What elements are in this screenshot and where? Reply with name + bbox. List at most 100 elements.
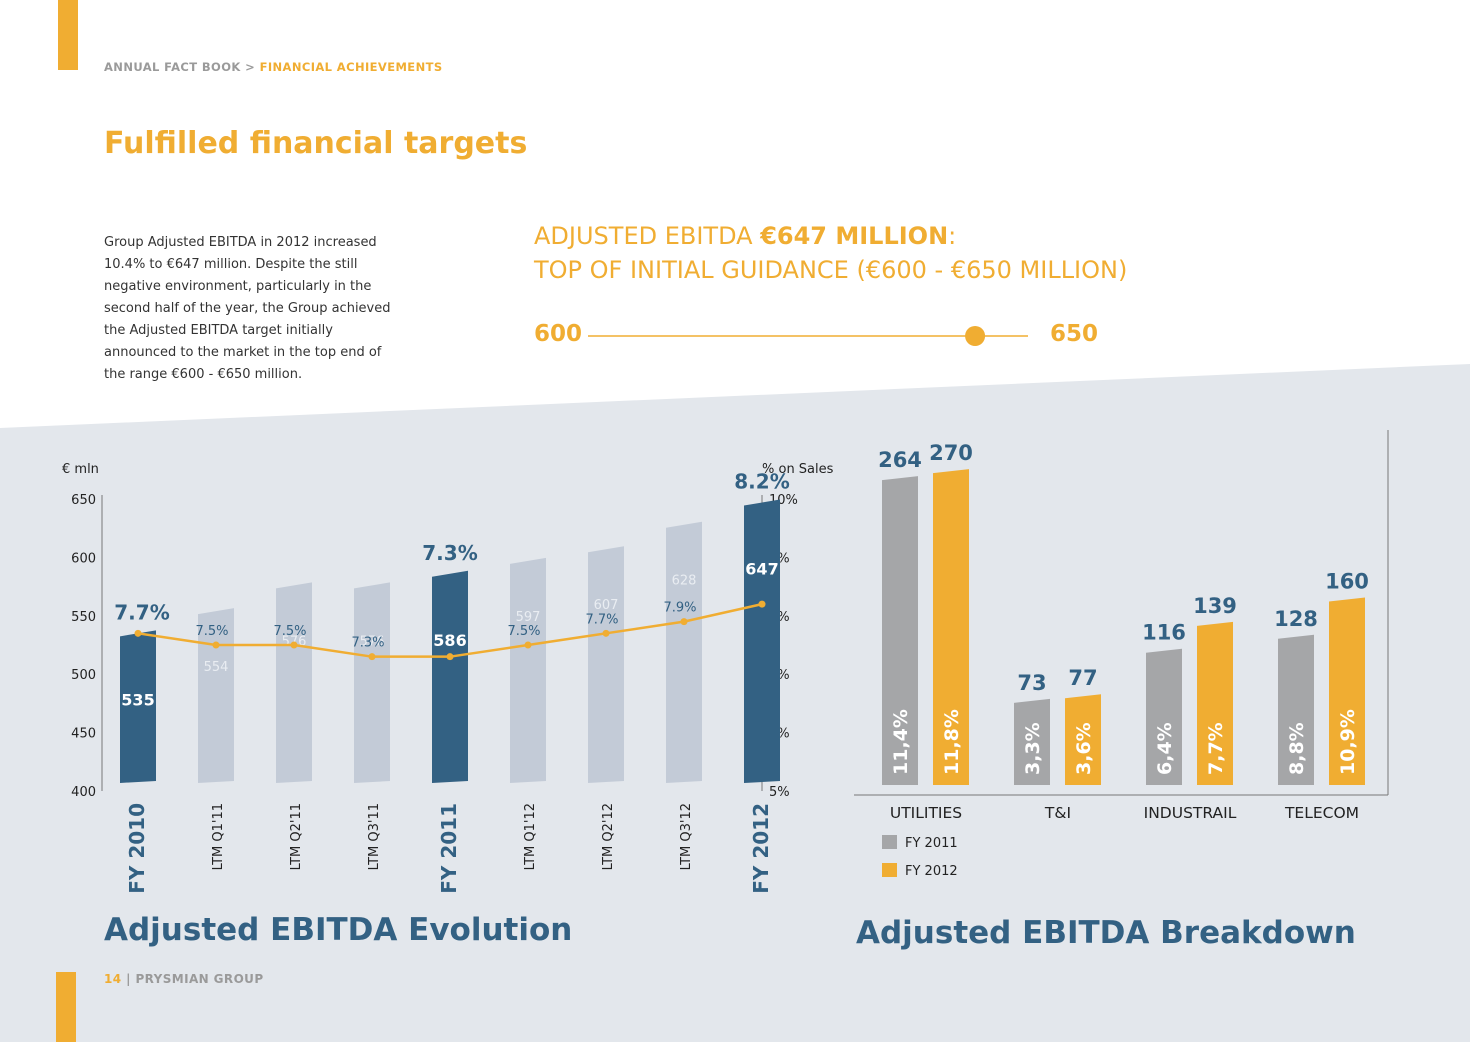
page-title: Fulfilled financial targets (104, 126, 528, 161)
bar (1197, 621, 1233, 785)
bar-value-label: 139 (1193, 594, 1237, 618)
bar-value-label: 628 (672, 574, 697, 589)
bar-value-label: 116 (1142, 621, 1186, 645)
line-point (758, 600, 766, 608)
x-tick-label: LTM Q3'11 (367, 803, 382, 870)
x-tick-label: LTM Q1'11 (211, 803, 226, 870)
share-percent-label: 3,6% (1073, 722, 1095, 775)
y-tick-label: 400 (71, 785, 96, 800)
bar (882, 476, 918, 785)
share-percent-label: 3,3% (1022, 722, 1044, 775)
bar (1146, 648, 1182, 785)
bar-value-label: 597 (516, 610, 541, 625)
bar-value-label: 270 (929, 441, 973, 465)
bar (120, 630, 156, 783)
share-percent-label: 6,4% (1154, 722, 1176, 775)
bar (1278, 634, 1314, 785)
x-tick-label: LTM Q2'12 (601, 803, 616, 870)
headline-prefix: ADJUSTED EBITDA (534, 222, 761, 250)
bar-value-label: 554 (204, 660, 229, 675)
legend-swatch (882, 835, 897, 849)
y-tick-label: 450 (71, 727, 96, 742)
line-point (368, 653, 376, 661)
bar (432, 570, 468, 783)
bar-value-label: 160 (1325, 569, 1369, 593)
line-point (134, 629, 142, 637)
headline-amount: €647 MILLION (760, 222, 949, 250)
ebitda-evolution-chart: € mln% on Sales65010%6009%5508%5007%4506… (62, 462, 834, 894)
legend-label: FY 2011 (905, 836, 958, 851)
range-max-label: 650 (1050, 321, 1099, 347)
x-tick-label: LTM Q3'12 (679, 803, 694, 870)
breadcrumb-section[interactable]: ANNUAL FACT BOOK (104, 60, 241, 74)
breadcrumb-current: FINANCIAL ACHIEVEMENTS (259, 60, 443, 74)
bar-value-label: 576 (360, 634, 385, 649)
percent-label: 7.5% (195, 624, 228, 639)
percent-label: 7.3% (422, 541, 477, 565)
bar-value-label: 128 (1274, 607, 1318, 631)
line-point (602, 629, 610, 637)
footer-separator: | (126, 972, 131, 986)
bar-value-label: 586 (433, 631, 466, 650)
x-tick-label: LTM Q1'12 (523, 803, 538, 870)
percent-label: 8.2% (734, 470, 789, 494)
ebitda-breakdown-chart: 264 11,4% 270 11,8% UTILITIES 73 3,3% 77 3,6% T&I… (854, 430, 1389, 879)
bar-value-label: 535 (121, 690, 154, 709)
share-percent-label: 11,4% (890, 709, 912, 775)
bar-value-label: 607 (594, 598, 619, 613)
breadcrumb-separator: > (245, 60, 256, 74)
line-point (290, 641, 298, 649)
percent-label: 7.5% (273, 624, 306, 639)
line-point (212, 641, 220, 649)
headline-line-2: TOP OF INITIAL GUIDANCE (€600 - €650 MIL… (534, 256, 1128, 284)
y-tick-label: 600 (71, 551, 96, 566)
range-min-label: 600 (534, 321, 583, 347)
accent-bar-top (58, 0, 78, 70)
category-label: UTILITIES (890, 804, 962, 822)
category-label: INDUSTRAIL (1144, 804, 1237, 822)
bar (1065, 694, 1101, 785)
breakdown-chart-title: Adjusted EBITDA Breakdown (856, 915, 1356, 951)
bar-value-label: 264 (878, 448, 922, 472)
headline-line-1: ADJUSTED EBITDA €647 MILLION: (534, 222, 956, 250)
percent-label: 7.7% (114, 600, 169, 624)
category-label: TELECOM (1284, 804, 1359, 822)
line-point (680, 618, 688, 626)
share-percent-label: 10,9% (1337, 709, 1359, 775)
legend-swatch (882, 863, 897, 877)
bar (198, 608, 234, 783)
category-label: T&I (1044, 804, 1071, 822)
bar (354, 582, 390, 783)
bar-value-label: 647 (745, 560, 778, 579)
bar-value-label: 77 (1068, 666, 1097, 690)
headline-suffix: : (948, 222, 957, 250)
percent-label: 7.9% (663, 601, 696, 616)
bar (1329, 597, 1365, 785)
page-footer: 14 | PRYSMIAN GROUP (104, 972, 264, 986)
intro-paragraph: Group Adjusted EBITDA in 2012 increased … (104, 235, 391, 382)
page-number: 14 (104, 972, 122, 986)
y2-axis-label: % on Sales (762, 462, 834, 477)
legend-label: FY 2012 (905, 864, 958, 879)
bar (510, 557, 546, 783)
bar (744, 499, 780, 783)
evolution-chart-title: Adjusted EBITDA Evolution (104, 912, 573, 948)
bar (933, 469, 969, 785)
percent-label: 7.3% (351, 636, 384, 651)
percent-label: 7.7% (585, 612, 618, 627)
guidance-range-slider (588, 326, 1028, 346)
line-point (524, 641, 532, 649)
y-axis-label: € mln (62, 462, 99, 477)
bar (276, 582, 312, 783)
x-tick-label: LTM Q2'11 (289, 803, 304, 870)
range-marker (965, 326, 986, 346)
accent-bar-bottom (56, 972, 76, 1042)
share-percent-label: 7,7% (1205, 722, 1227, 775)
share-percent-label: 11,8% (941, 709, 963, 775)
bar (588, 546, 624, 783)
y2-tick-label: 5% (769, 785, 790, 800)
share-percent-label: 8,8% (1286, 722, 1308, 775)
x-tick-label: FY 2011 (437, 803, 461, 894)
bar (1014, 698, 1050, 785)
y-tick-label: 500 (71, 668, 96, 683)
